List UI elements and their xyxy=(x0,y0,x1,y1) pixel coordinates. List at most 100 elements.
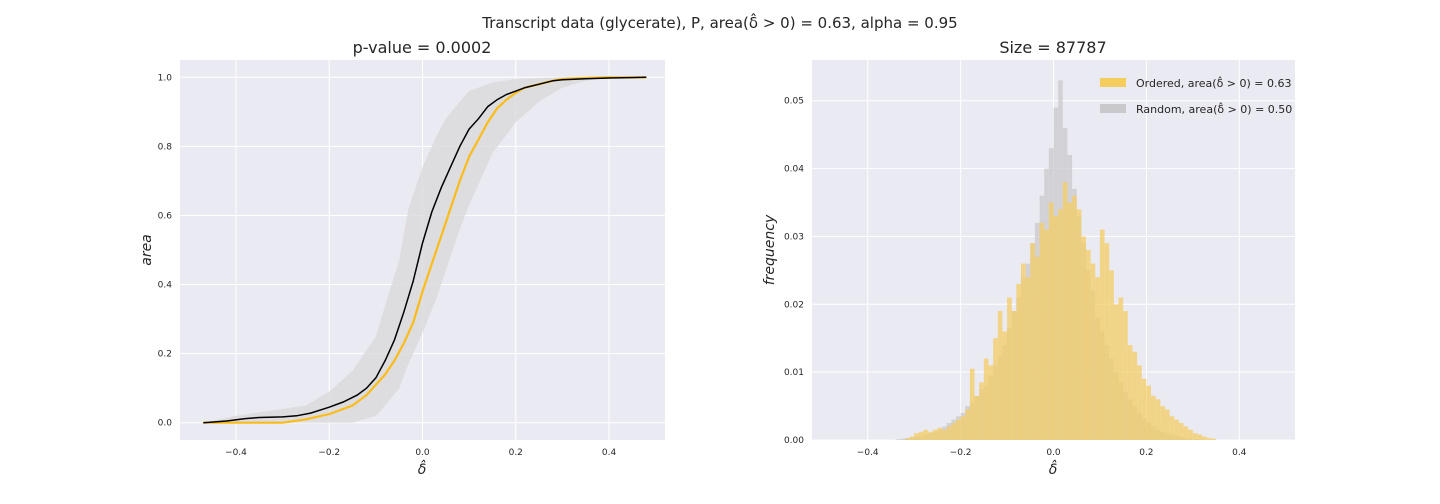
histogram-bar-ordered xyxy=(1155,399,1161,440)
cdf-x-tick-label: 0.4 xyxy=(602,448,617,458)
histogram-bar-ordered xyxy=(965,409,970,440)
histogram-bar-ordered xyxy=(1020,263,1026,440)
histogram-bar-ordered xyxy=(1072,195,1077,440)
histogram-bar-ordered xyxy=(1192,433,1198,440)
cdf-y-axis-label: area xyxy=(139,234,155,266)
histogram-bar-ordered xyxy=(960,416,966,440)
cdf-panel: −0.4 −0.2 0.0 0.2 0.4 0.0 0.2 0.4 0.6 0.8 1.0 p-va… xyxy=(139,38,665,478)
histogram-bar-ordered xyxy=(1137,365,1142,440)
histogram-bar-ordered xyxy=(955,419,961,440)
histogram-bar-random xyxy=(900,438,905,440)
histogram-y-tick-label: 0.05 xyxy=(784,97,804,107)
histogram-bar-ordered xyxy=(1197,434,1203,440)
histogram-bar-ordered xyxy=(1132,351,1138,440)
histogram-bar-ordered xyxy=(993,338,998,440)
histogram-bar-ordered xyxy=(1151,395,1156,440)
histogram-bar-ordered xyxy=(974,395,980,440)
histogram-tick-labels: −0.4 −0.2 0.0 0.2 0.4 0.00 0.01 0.02 0.03 0.04 0.0… xyxy=(784,97,1247,458)
histogram-bar-ordered xyxy=(1086,250,1091,440)
cdf-marks xyxy=(203,76,647,424)
cdf-tick-labels: −0.4 −0.2 0.0 0.2 0.4 0.0 0.2 0.4 0.6 0.8 1.0 xyxy=(158,73,617,458)
histogram-bar-ordered xyxy=(932,429,938,440)
cdf-y-tick-label: 0.2 xyxy=(158,350,172,360)
legend-swatch-random xyxy=(1100,104,1126,113)
histogram-bar-ordered xyxy=(1178,423,1184,440)
legend-label-ordered: Ordered, area(δ̂ > 0) = 0.63 xyxy=(1136,76,1292,90)
histogram-bar-ordered xyxy=(1090,263,1096,440)
cdf-x-tick-label: −0.2 xyxy=(318,448,340,458)
histogram-bar-ordered xyxy=(946,426,952,440)
histogram-x-tick-label: 0.2 xyxy=(1139,448,1153,458)
histogram-bar-ordered xyxy=(979,382,984,440)
histogram-bar-ordered xyxy=(1002,331,1008,440)
histogram-legend: Ordered, area(δ̂ > 0) = 0.63 Random, are… xyxy=(1100,76,1292,116)
histogram-bar-ordered xyxy=(1044,229,1049,440)
cdf-y-tick-label: 0.8 xyxy=(158,142,173,152)
histogram-bar-ordered xyxy=(1034,256,1040,440)
histogram-bar-ordered xyxy=(1016,283,1021,440)
histogram-x-tick-label: −0.2 xyxy=(950,448,972,458)
histogram-bar-ordered xyxy=(988,365,994,440)
histogram-bar-ordered xyxy=(969,368,975,440)
histogram-bar-ordered xyxy=(942,429,947,440)
legend-label-random: Random, area(δ̂ > 0) = 0.50 xyxy=(1136,102,1292,116)
histogram-bar-ordered xyxy=(1062,182,1068,440)
histogram-bar-ordered xyxy=(983,358,989,440)
cdf-x-tick-label: 0.2 xyxy=(509,448,523,458)
histogram-bar-ordered xyxy=(1109,270,1114,440)
histogram-bar-ordered xyxy=(951,423,956,440)
cdf-y-tick-label: 1.0 xyxy=(158,73,173,83)
histogram-bar-ordered xyxy=(1011,311,1017,440)
histogram-bar-ordered xyxy=(937,427,943,440)
histogram-bar-ordered xyxy=(1123,311,1128,440)
series-line-random xyxy=(203,76,647,424)
histogram-x-tick-label: −0.4 xyxy=(857,448,879,458)
histogram-panel: −0.4 −0.2 0.0 0.2 0.4 0.00 0.01 0.02 0.03 0.04 0.0… xyxy=(762,38,1295,478)
histogram-bar-ordered xyxy=(1211,438,1217,440)
cdf-y-tick-label: 0.4 xyxy=(158,281,173,291)
histogram-bar-ordered xyxy=(1127,345,1133,440)
histogram-bar-ordered xyxy=(1104,243,1110,440)
histogram-bar-ordered xyxy=(1113,304,1119,440)
histogram-bar-ordered xyxy=(1146,385,1152,440)
histogram-y-axis-label: frequency xyxy=(762,214,778,285)
histogram-bar-ordered xyxy=(1169,416,1175,440)
histogram-bar-ordered xyxy=(909,436,915,440)
histogram-bar-ordered xyxy=(923,429,929,440)
histogram-bar-ordered xyxy=(1048,202,1054,440)
histogram-bar-ordered xyxy=(1202,436,1207,440)
cdf-y-tick-label: 0.6 xyxy=(158,211,173,221)
histogram-bar-ordered xyxy=(1025,277,1031,440)
histogram-x-axis-label: δ̂ xyxy=(1049,459,1058,478)
histogram-bar-ordered xyxy=(1095,277,1100,440)
histogram-y-tick-label: 0.04 xyxy=(784,165,804,175)
histogram-bar-ordered xyxy=(1141,378,1147,440)
histogram-bar-ordered xyxy=(1053,216,1059,440)
histogram-bar-random xyxy=(895,439,901,440)
legend-swatch-ordered xyxy=(1100,78,1126,87)
cdf-title: p-value = 0.0002 xyxy=(353,38,492,57)
histogram-bar-ordered xyxy=(1188,429,1193,440)
cdf-x-tick-label: −0.4 xyxy=(225,448,247,458)
histogram-x-tick-label: 0.4 xyxy=(1232,448,1247,458)
figure-suptitle: Transcript data (glycerate), P, area(δ̂ … xyxy=(481,12,957,32)
histogram-bar-ordered xyxy=(918,431,924,440)
histogram-bar-ordered xyxy=(1183,426,1189,440)
histogram-bar-ordered xyxy=(1030,243,1035,440)
cdf-x-tick-label: 0.0 xyxy=(415,448,430,458)
histogram-bar-ordered xyxy=(1081,236,1087,440)
histogram-y-tick-label: 0.03 xyxy=(784,232,804,242)
histogram-bar-ordered xyxy=(904,438,910,440)
histogram-bar-ordered xyxy=(997,311,1003,440)
histogram-x-tick-label: 0.0 xyxy=(1046,448,1061,458)
histogram-bar-ordered xyxy=(1118,297,1124,440)
histogram-bar-ordered xyxy=(914,433,919,440)
histogram-y-tick-label: 0.01 xyxy=(784,368,804,378)
confidence-band xyxy=(203,77,647,423)
histogram-y-tick-label: 0.02 xyxy=(784,300,804,310)
histogram-bar-ordered xyxy=(1164,409,1170,440)
histogram-bar-ordered xyxy=(1174,419,1179,440)
histogram-bar-ordered xyxy=(1067,202,1073,440)
histogram-bar-ordered xyxy=(1007,297,1012,440)
